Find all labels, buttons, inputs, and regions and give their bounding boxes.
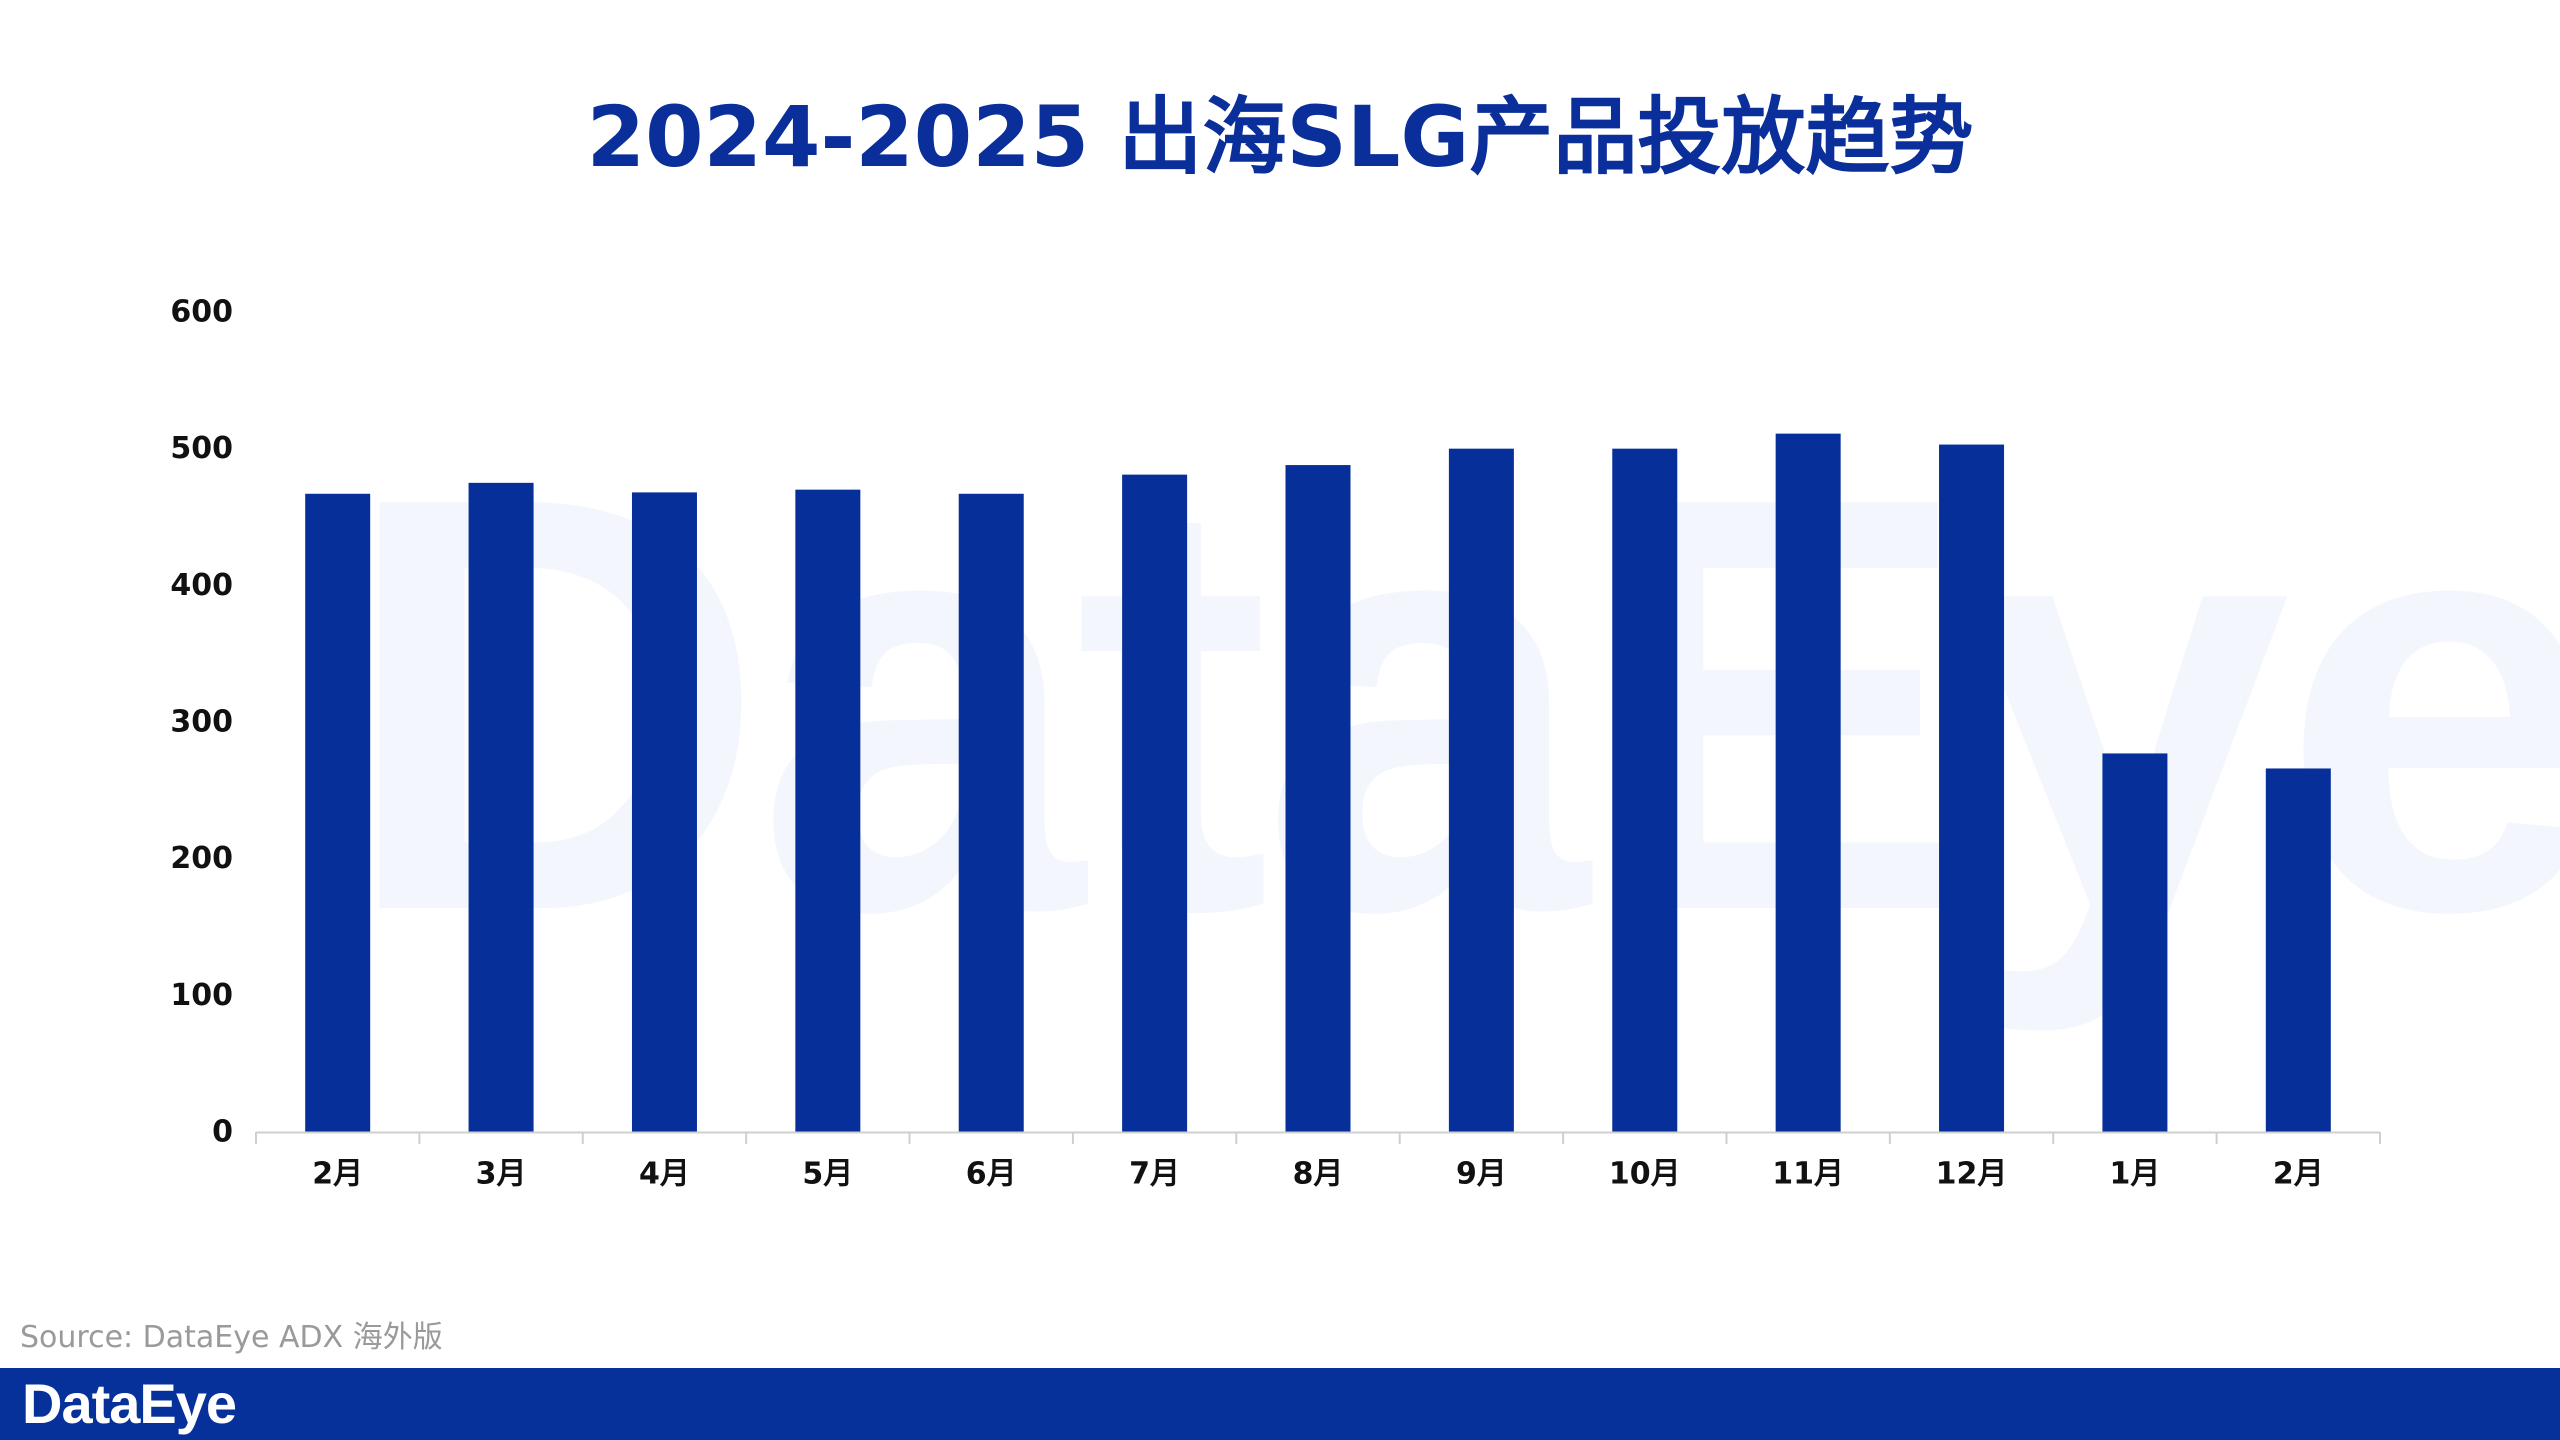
bars [305, 433, 2331, 1133]
chart-title: 2024-2025 出海SLG产品投放趋势 [586, 88, 1974, 186]
bar [468, 482, 534, 1132]
bar [305, 493, 371, 1132]
x-tick-label: 9月 [1456, 1157, 1507, 1192]
x-tick-label: 6月 [966, 1157, 1017, 1192]
bar [958, 493, 1024, 1132]
x-tick-label: 1月 [2109, 1157, 2160, 1192]
footer-bar: DataEye [0, 1368, 2560, 1440]
bar [1939, 444, 2005, 1133]
y-tick-label: 200 [170, 841, 233, 876]
x-tick-label: 4月 [639, 1157, 690, 1192]
x-tick-label: 11月 [1772, 1157, 1844, 1192]
y-tick-label: 0 [212, 1115, 233, 1150]
bar [1612, 448, 1678, 1133]
x-tick-label: 3月 [476, 1157, 527, 1192]
source-note: Source: DataEye ADX 海外版 [20, 1320, 443, 1355]
y-axis: 0 100 200 300 400 500 600 [170, 295, 233, 1150]
y-tick-label: 500 [170, 431, 233, 466]
x-tick-label: 8月 [1293, 1157, 1344, 1192]
x-tick-label: 7月 [1129, 1157, 1180, 1192]
bar [2102, 753, 2168, 1132]
bar-chart: 0 100 200 300 400 500 600 2月 3月 4月 5月 6月 7月 8月 9月 10月 1… [170, 295, 2381, 1192]
y-tick-label: 600 [170, 295, 233, 330]
bar [2265, 768, 2331, 1132]
bar [1122, 474, 1188, 1133]
x-tick-label: 5月 [802, 1157, 853, 1192]
x-tick-label: 10月 [1609, 1157, 1681, 1192]
y-tick-label: 400 [170, 568, 233, 603]
x-axis: 2月 3月 4月 5月 6月 7月 8月 9月 10月 11月 12月 1月 2月 [255, 1131, 2381, 1192]
x-tick-label: 12月 [1936, 1157, 2008, 1192]
x-tick-label: 2月 [312, 1157, 363, 1192]
x-tick-label: 2月 [2273, 1157, 2324, 1192]
brand-logo: DataEye [22, 1372, 237, 1435]
y-tick-label: 300 [170, 705, 233, 740]
bar [1285, 465, 1351, 1133]
bar [1448, 448, 1514, 1133]
y-tick-label: 100 [170, 978, 233, 1013]
bar [795, 489, 861, 1133]
bar [631, 492, 697, 1132]
bar [1775, 433, 1841, 1133]
